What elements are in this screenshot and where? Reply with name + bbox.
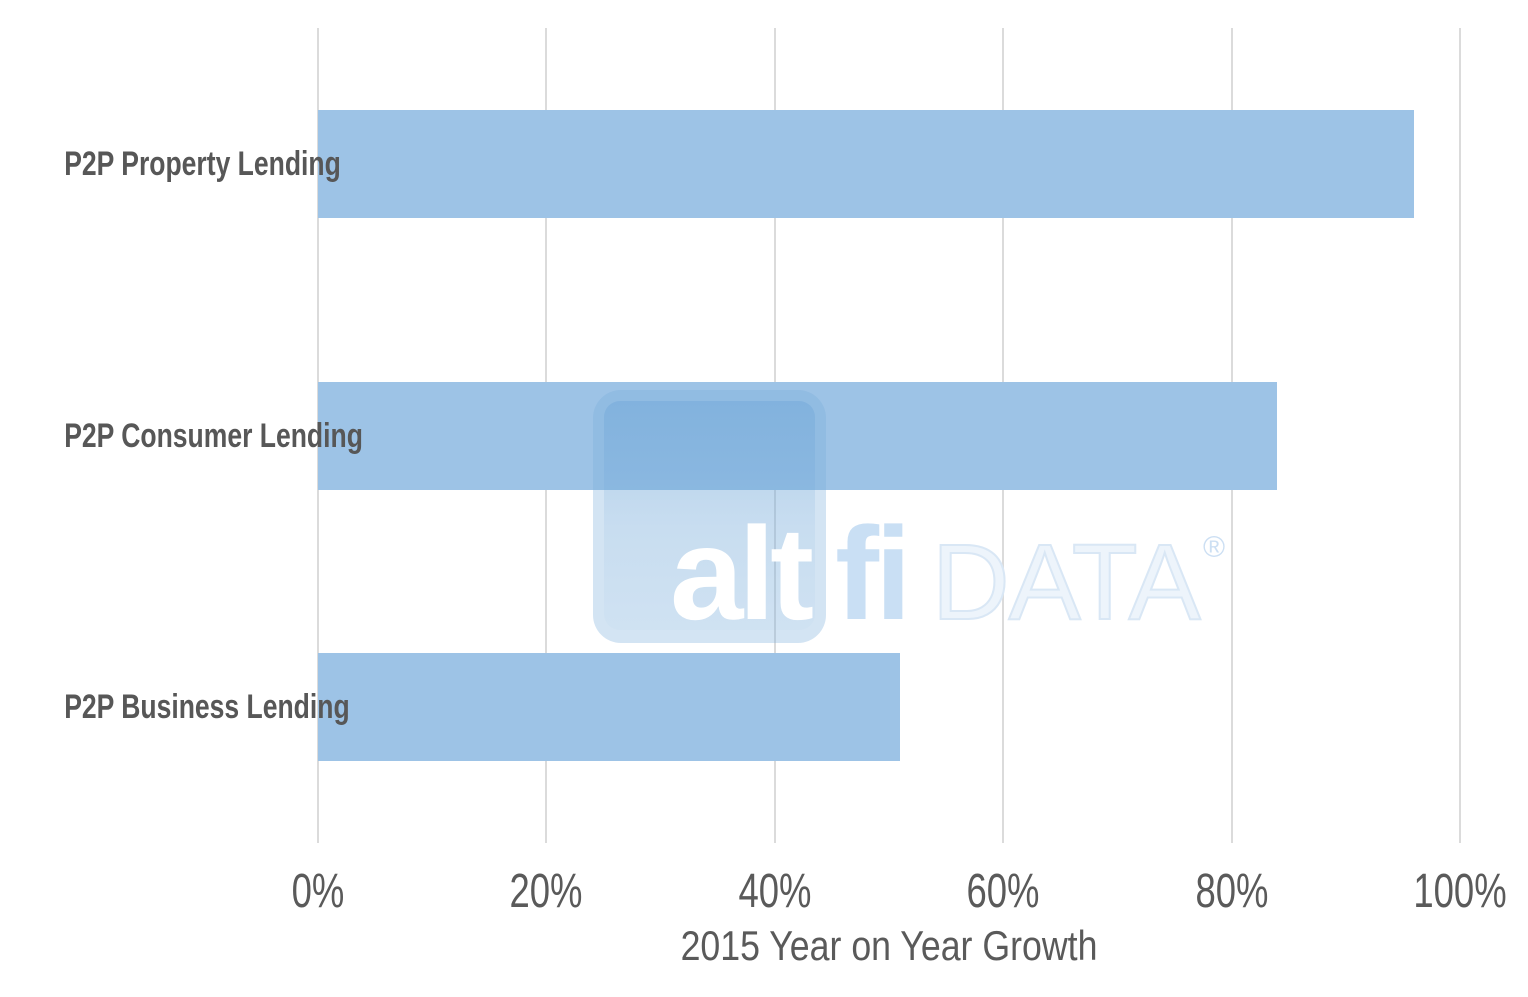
- category-label-p2p-property-lending: P2P Property Lending: [64, 144, 341, 183]
- x-tick-label-60-: 60%: [966, 865, 1040, 918]
- x-tick-label-80-: 80%: [1195, 865, 1269, 918]
- category-label-p2p-business-lending: P2P Business Lending: [64, 688, 350, 727]
- x-tick-label-100-: 100%: [1413, 865, 1507, 918]
- x-axis-title: 2015 Year on Year Growth: [680, 922, 1098, 969]
- x-tick-label-0-: 0%: [291, 865, 345, 918]
- x-tick-label-40-: 40%: [738, 865, 812, 918]
- gridline-100-: [1459, 28, 1461, 843]
- category-label-p2p-consumer-lending: P2P Consumer Lending: [64, 416, 363, 455]
- bar-p2p-business-lending: [318, 653, 901, 762]
- bar-p2p-consumer-lending: [318, 381, 1278, 490]
- bar-p2p-property-lending: [318, 109, 1415, 218]
- x-tick-label-20-: 20%: [509, 865, 583, 918]
